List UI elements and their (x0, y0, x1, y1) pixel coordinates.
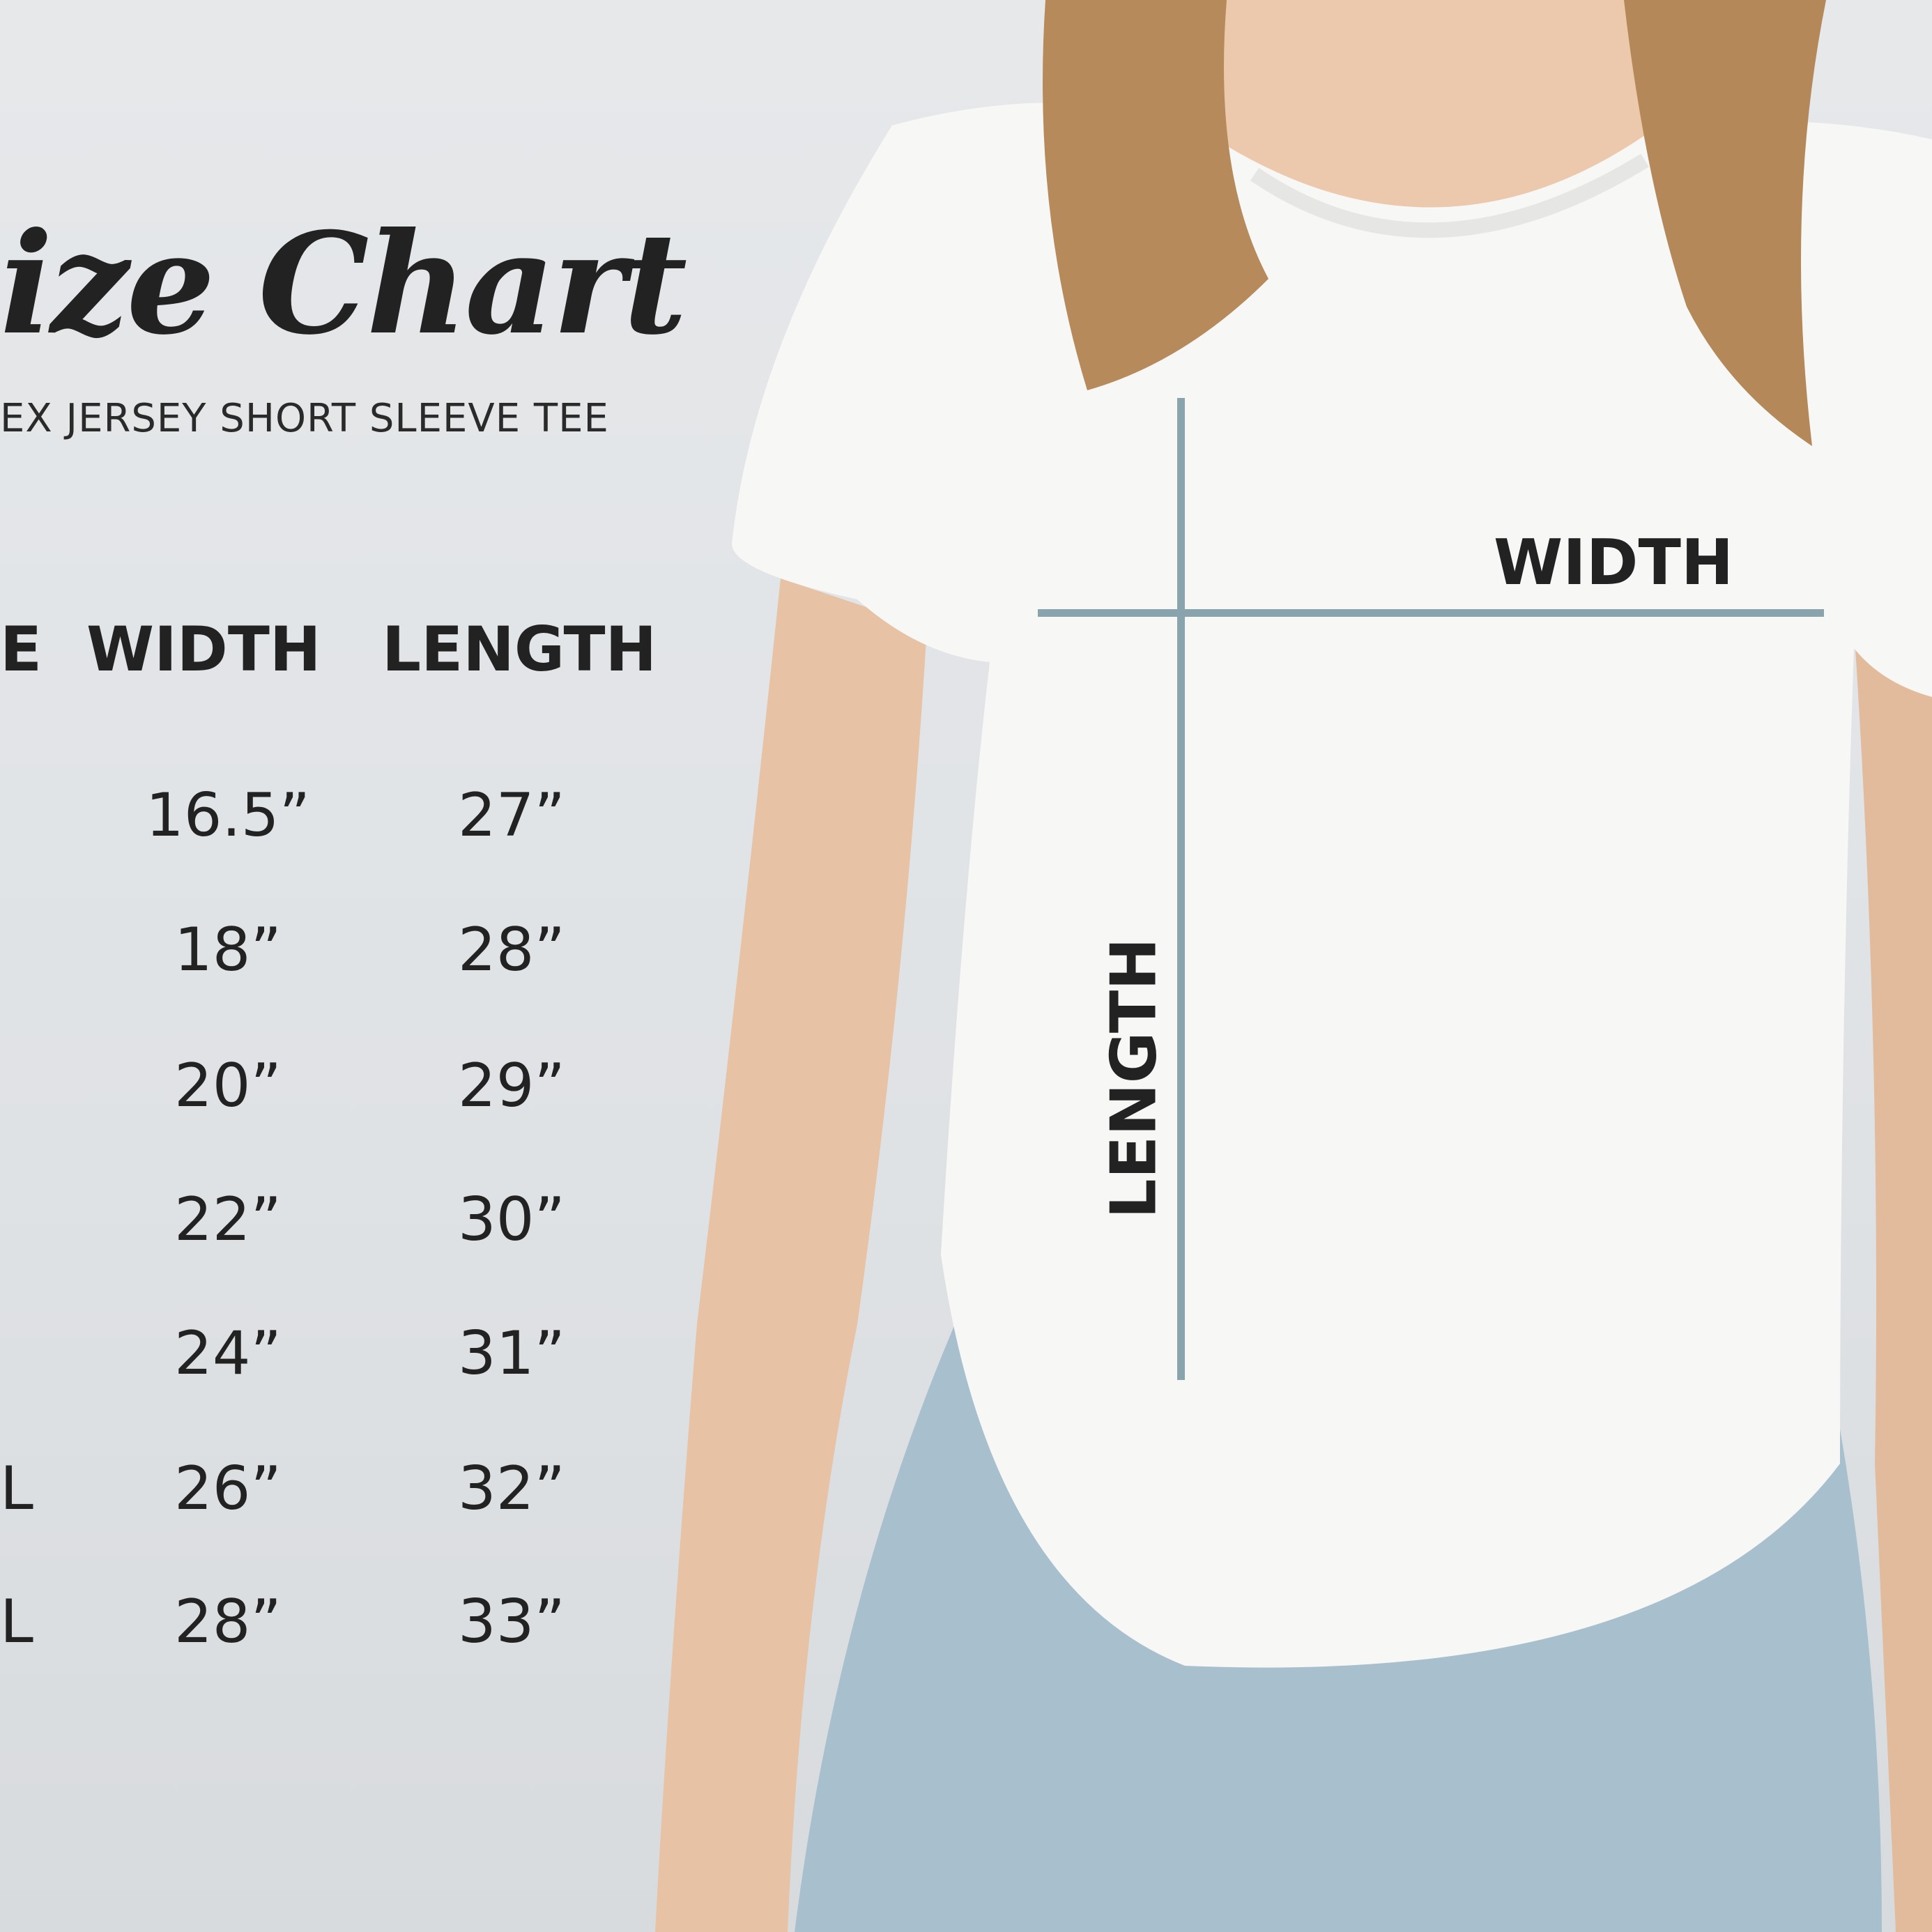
length-measure-line (1177, 398, 1185, 1380)
collar (1250, 153, 1649, 238)
chart-title: ize Chart (0, 202, 687, 366)
table-cell-length: 27” (458, 781, 565, 850)
table-cell-width: 28” (174, 1587, 282, 1657)
table-cell-width: 18” (174, 915, 282, 985)
table-cell-width: 22” (174, 1185, 282, 1255)
table-cell-width: 24” (174, 1319, 282, 1388)
table-cell-width: 16.5” (145, 781, 311, 850)
table-cell-length: 29” (458, 1051, 565, 1121)
right-arm (1854, 592, 1932, 1932)
header-length: LENGTH (382, 613, 657, 685)
table-cell-width: 26” (174, 1454, 282, 1524)
table-cell-length: 33” (458, 1587, 565, 1657)
header-width: WIDTH (86, 613, 321, 685)
table-cell-size: L (0, 1454, 33, 1524)
width-label: WIDTH (1494, 526, 1734, 599)
table-cell-length: 30” (458, 1185, 565, 1255)
white-tee (732, 102, 1932, 1668)
chart-subtitle: EX JERSEY SHORT SLEEVE TEE (0, 396, 609, 441)
hair-right (1624, 0, 1826, 446)
table-cell-width: 20” (174, 1051, 282, 1121)
table-cell-length: 28” (458, 915, 565, 985)
hair-left (1043, 0, 1268, 390)
length-label: LENGTH (1097, 937, 1171, 1219)
table-cell-length: 31” (458, 1319, 565, 1388)
left-arm (655, 578, 927, 1932)
table-cell-size: L (0, 1587, 33, 1657)
width-measure-line (1038, 609, 1824, 617)
header-size: E (0, 613, 43, 685)
table-cell-length: 32” (458, 1454, 565, 1524)
